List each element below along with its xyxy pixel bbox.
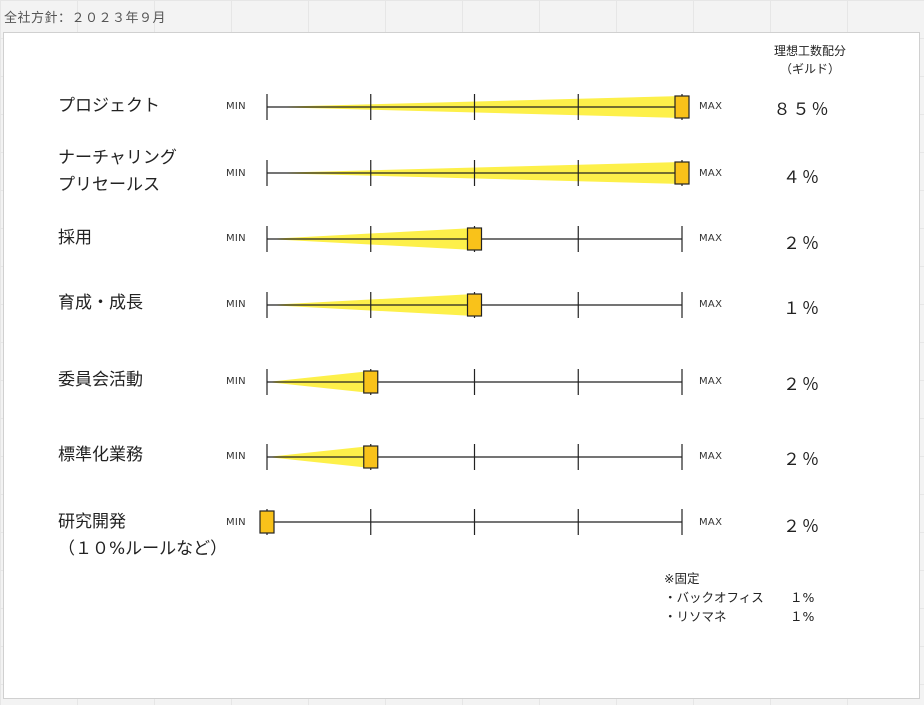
row-label-line: （１０%ルールなど） xyxy=(58,539,228,559)
slider-handle xyxy=(363,370,379,394)
max-label: MAX xyxy=(699,168,723,179)
note-item-resource-management: ・リソマネ １% xyxy=(664,607,814,626)
row-label-committee: 委員会活動 xyxy=(58,367,143,394)
row-label-line: プロジェクト xyxy=(58,96,160,116)
min-label: MIN xyxy=(226,233,246,244)
row-label-project: プロジェクト xyxy=(58,93,160,120)
slider-handle xyxy=(674,95,690,119)
note-value: １% xyxy=(790,590,815,605)
column-header-line-1: 理想工数配分 xyxy=(773,44,846,58)
percent-value: ２％ xyxy=(783,375,821,395)
slider-handle xyxy=(259,510,275,534)
row-label-training: 育成・成長 xyxy=(58,290,143,317)
row-label-line: 育成・成長 xyxy=(58,293,143,313)
fixed-notes: ※固定 ・バックオフィス １% ・リソマネ １% xyxy=(664,569,814,626)
row-label-standardization: 標準化業務 xyxy=(58,442,143,469)
row-label-line: プリセールス xyxy=(58,175,160,195)
slider-handle xyxy=(466,293,483,317)
max-label: MAX xyxy=(699,376,723,387)
min-label: MIN xyxy=(226,517,246,528)
row-label-research: 研究開発 （１０%ルールなど） xyxy=(58,509,227,563)
max-label: MAX xyxy=(699,517,723,528)
row-label-line: 採用 xyxy=(58,228,92,248)
column-header: 理想工数配分 （ギルド） xyxy=(750,42,870,78)
percent-value: ４％ xyxy=(783,168,821,188)
slider-handle xyxy=(466,227,483,251)
min-label: MIN xyxy=(226,101,246,112)
percent-value: ８５％ xyxy=(773,100,831,120)
note-label: ・リソマネ xyxy=(664,609,727,624)
row-label-nurturing: ナーチャリング プリセールス xyxy=(58,145,177,199)
percent-value: １％ xyxy=(783,299,821,319)
max-label: MAX xyxy=(699,299,723,310)
note-item-backoffice: ・バックオフィス １% xyxy=(664,588,814,607)
note-label: ・バックオフィス xyxy=(664,590,764,605)
column-header-line-2: （ギルド） xyxy=(779,62,840,76)
min-label: MIN xyxy=(226,168,246,179)
slider-handle xyxy=(674,161,690,185)
row-label-line: 委員会活動 xyxy=(58,370,143,390)
row-label-line: 研究開発 xyxy=(58,512,126,532)
frame-title: 全社方針：２０２３年９月 xyxy=(4,11,167,26)
percent-value: ２％ xyxy=(783,450,821,470)
min-label: MIN xyxy=(226,299,246,310)
row-label-line: 標準化業務 xyxy=(58,445,143,465)
min-label: MIN xyxy=(226,376,246,387)
slider-handle xyxy=(363,445,379,469)
note-value: １% xyxy=(790,609,815,624)
percent-value: ２％ xyxy=(783,234,821,254)
max-label: MAX xyxy=(699,233,723,244)
notes-title: ※固定 xyxy=(664,571,700,586)
max-label: MAX xyxy=(699,101,723,112)
percent-value: ２％ xyxy=(783,517,821,537)
max-label: MAX xyxy=(699,451,723,462)
row-label-line: ナーチャリング xyxy=(58,148,177,168)
min-label: MIN xyxy=(226,451,246,462)
row-label-recruiting: 採用 xyxy=(58,225,92,252)
diagram-board xyxy=(3,32,920,699)
